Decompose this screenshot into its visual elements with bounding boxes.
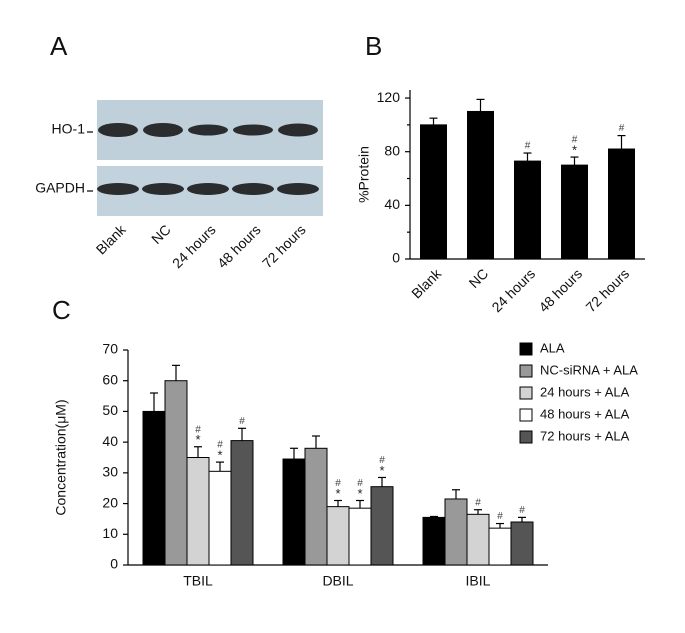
y-tick-label: 20 xyxy=(102,494,118,510)
y-tick-label: 40 xyxy=(102,433,118,449)
significance-mark: # xyxy=(217,440,223,451)
y-tick-label: 40 xyxy=(384,196,400,212)
x-tick-label: DBIL xyxy=(322,573,353,589)
panel-letter: A xyxy=(50,31,68,61)
x-tick-label: 72 hours xyxy=(582,265,632,315)
blot-band xyxy=(187,183,229,195)
blot-band xyxy=(278,123,318,137)
legend-label: 24 hours + ALA xyxy=(540,384,630,399)
legend-swatch xyxy=(519,364,533,378)
x-tick-label: 48 hours xyxy=(535,265,585,315)
panel-letter: B xyxy=(365,31,382,61)
significance-mark: # xyxy=(572,135,578,146)
blot-band xyxy=(143,123,183,137)
bar xyxy=(142,410,166,566)
bar xyxy=(561,164,588,260)
significance-mark: # xyxy=(335,478,341,489)
bar xyxy=(230,440,254,566)
y-tick-label: 0 xyxy=(110,556,118,572)
bar xyxy=(488,527,512,566)
lane-label: 48 hours xyxy=(214,221,264,271)
y-tick-label: 10 xyxy=(102,525,118,541)
bar xyxy=(510,521,534,566)
significance-star: * xyxy=(335,486,340,501)
lane-label: 24 hours xyxy=(169,221,219,271)
significance-star: * xyxy=(379,463,384,478)
significance-mark: # xyxy=(497,511,503,522)
bar xyxy=(514,160,541,260)
legend-swatch xyxy=(519,430,533,444)
blot-band xyxy=(142,183,184,195)
bar xyxy=(422,516,446,566)
blot-band xyxy=(277,183,319,195)
bar xyxy=(326,506,350,566)
significance-star: * xyxy=(357,486,362,501)
y-tick-label: 30 xyxy=(102,464,118,480)
significance-mark: # xyxy=(239,416,245,427)
bar xyxy=(304,447,328,566)
significance-mark: # xyxy=(519,505,525,516)
bar xyxy=(444,498,468,566)
blot-band xyxy=(97,183,139,195)
blot-band xyxy=(98,123,138,137)
bar xyxy=(467,110,494,260)
blot-band xyxy=(233,124,273,136)
y-tick-label: 50 xyxy=(102,402,118,418)
significance-mark: # xyxy=(619,123,625,134)
y-tick-label: 80 xyxy=(384,142,400,158)
blot-band xyxy=(232,183,274,195)
bar xyxy=(420,124,447,260)
y-tick-label: 60 xyxy=(102,371,118,387)
bar xyxy=(164,380,188,566)
y-axis-label: %Protein xyxy=(356,146,372,203)
significance-mark: # xyxy=(525,141,531,152)
lane-label: Blank xyxy=(93,221,130,258)
lane-label: 72 hours xyxy=(259,221,309,271)
significance-mark: # xyxy=(475,497,481,508)
row-label: GAPDH xyxy=(35,180,85,196)
blot-band xyxy=(188,124,228,136)
significance-mark: # xyxy=(379,455,385,466)
legend-label: NC-siRNA + ALA xyxy=(540,362,638,377)
legend-swatch xyxy=(519,386,533,400)
significance-star: * xyxy=(217,448,222,463)
bar xyxy=(608,148,635,260)
bar xyxy=(466,513,490,566)
x-tick-label: Blank xyxy=(408,265,445,302)
x-tick-label: TBIL xyxy=(183,573,213,589)
bar xyxy=(208,470,232,566)
y-axis-label: Concentration(μM) xyxy=(53,399,69,515)
lane-label: NC xyxy=(148,221,174,247)
x-tick-label: 24 hours xyxy=(488,265,538,315)
panel-letter: C xyxy=(52,295,71,325)
bar xyxy=(186,457,210,566)
x-tick-label: IBIL xyxy=(466,573,491,589)
legend-label: ALA xyxy=(540,340,565,355)
significance-mark: # xyxy=(195,424,201,435)
bar xyxy=(348,507,372,566)
x-tick-label: NC xyxy=(466,265,492,291)
bar xyxy=(282,458,306,566)
y-tick-label: 70 xyxy=(102,341,118,357)
y-tick-label: 0 xyxy=(392,250,400,266)
y-tick-label: 120 xyxy=(377,89,401,105)
significance-mark: # xyxy=(357,478,363,489)
significance-star: * xyxy=(572,143,577,158)
legend-swatch xyxy=(519,408,533,422)
legend-label: 72 hours + ALA xyxy=(540,428,630,443)
significance-star: * xyxy=(195,432,200,447)
legend-swatch xyxy=(519,342,533,356)
row-label: HO-1 xyxy=(52,121,86,137)
legend-label: 48 hours + ALA xyxy=(540,406,630,421)
bar xyxy=(370,486,394,566)
